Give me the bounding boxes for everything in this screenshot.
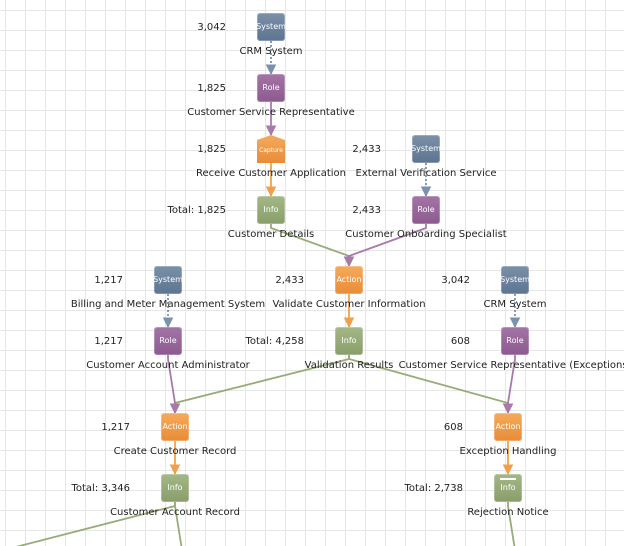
- info-badge-icon[interactable]: Info: [494, 474, 522, 502]
- node-badge-text: Info: [500, 483, 516, 492]
- node-count: 1,217: [94, 336, 123, 347]
- connector-onboarding-spec-to-validate-info: [343, 224, 427, 268]
- node-badge-text: Info: [167, 483, 183, 492]
- node-label: Exception Handling: [459, 446, 557, 457]
- node-label: Validate Customer Information: [272, 299, 426, 310]
- action-badge-icon[interactable]: Action: [494, 413, 522, 441]
- node-count: Total: 2,738: [404, 483, 463, 494]
- node-count: Total: 3,346: [71, 483, 130, 494]
- node-label: Customer Account Administrator: [86, 360, 250, 371]
- node-label: Rejection Notice: [467, 507, 549, 518]
- node-count: 3,042: [197, 22, 226, 33]
- node-count: 3,042: [441, 275, 470, 286]
- node-label: Customer Service Representative: [187, 107, 355, 118]
- connector-account-admin-to-create-record: [167, 355, 181, 415]
- system-badge-icon[interactable]: System: [256, 13, 286, 41]
- node-badge-text: Role: [506, 336, 524, 345]
- node-label: Create Customer Record: [113, 446, 237, 457]
- node-label: Receive Customer Application: [196, 168, 346, 179]
- node-badge-text: Action: [336, 275, 362, 284]
- node-label: Customer Details: [227, 229, 315, 240]
- node-badge-text: Action: [495, 422, 521, 431]
- action-badge-icon[interactable]: Action: [335, 266, 363, 294]
- node-count: 2,433: [352, 144, 381, 155]
- node-count: 608: [450, 336, 470, 347]
- system-badge-icon[interactable]: System: [411, 135, 441, 163]
- node-label: External Verification Service: [355, 168, 497, 179]
- node-badge-text: System: [153, 275, 183, 284]
- node-label: Customer Onboarding Specialist: [345, 229, 507, 240]
- node-count: 2,433: [352, 205, 381, 216]
- node-count: Total: 4,258: [245, 336, 304, 347]
- node-count: 1,217: [94, 275, 123, 286]
- node-badge-text: Role: [159, 336, 177, 345]
- info-badge-icon[interactable]: Info: [335, 327, 363, 355]
- role-badge-icon[interactable]: Role: [501, 327, 529, 355]
- node-label: CRM System: [483, 299, 547, 310]
- connector-rejection-notice-to-offscreen-down-2: [507, 502, 516, 546]
- node-count: 2,433: [275, 275, 304, 286]
- connector-account-record-to-offscreen-down-1: [174, 502, 183, 546]
- node-label: Billing and Meter Management System: [70, 299, 266, 310]
- system-badge-icon[interactable]: System: [500, 266, 530, 294]
- role-badge-icon[interactable]: Role: [154, 327, 182, 355]
- system-badge-icon[interactable]: System: [153, 266, 183, 294]
- node-count: Total: 1,825: [167, 205, 226, 216]
- node-badge-text: System: [256, 22, 286, 31]
- info-badge-icon[interactable]: Info: [257, 196, 285, 224]
- role-badge-icon[interactable]: Role: [257, 74, 285, 102]
- connector-csr-exceptions-to-exception-handling: [502, 355, 516, 415]
- action-badge-icon[interactable]: Action: [161, 413, 189, 441]
- node-badge-text: Info: [263, 205, 279, 214]
- node-badge-text: Info: [341, 336, 357, 345]
- info-bar-icon: [500, 478, 516, 480]
- node-badge-text: Role: [262, 83, 280, 92]
- node-count: 1,825: [197, 83, 226, 94]
- node-count: 1,825: [197, 144, 226, 155]
- node-count: 1,217: [101, 422, 130, 433]
- node-badge-text: System: [500, 275, 530, 284]
- role-badge-icon[interactable]: Role: [412, 196, 440, 224]
- node-label: Customer Account Record: [110, 507, 240, 518]
- node-label: Customer Service Representative (Excepti…: [398, 360, 624, 371]
- node-label: Validation Results: [304, 360, 394, 371]
- node-count: 608: [443, 422, 463, 433]
- node-badge-text: System: [411, 144, 441, 153]
- info-badge-icon[interactable]: Info: [161, 474, 189, 502]
- node-label: CRM System: [239, 46, 303, 57]
- node-badge-text: Role: [417, 205, 435, 214]
- node-badge-text: Capture: [259, 146, 283, 154]
- capture-badge-icon[interactable]: Capture: [257, 135, 285, 163]
- node-badge-text: Action: [162, 422, 188, 431]
